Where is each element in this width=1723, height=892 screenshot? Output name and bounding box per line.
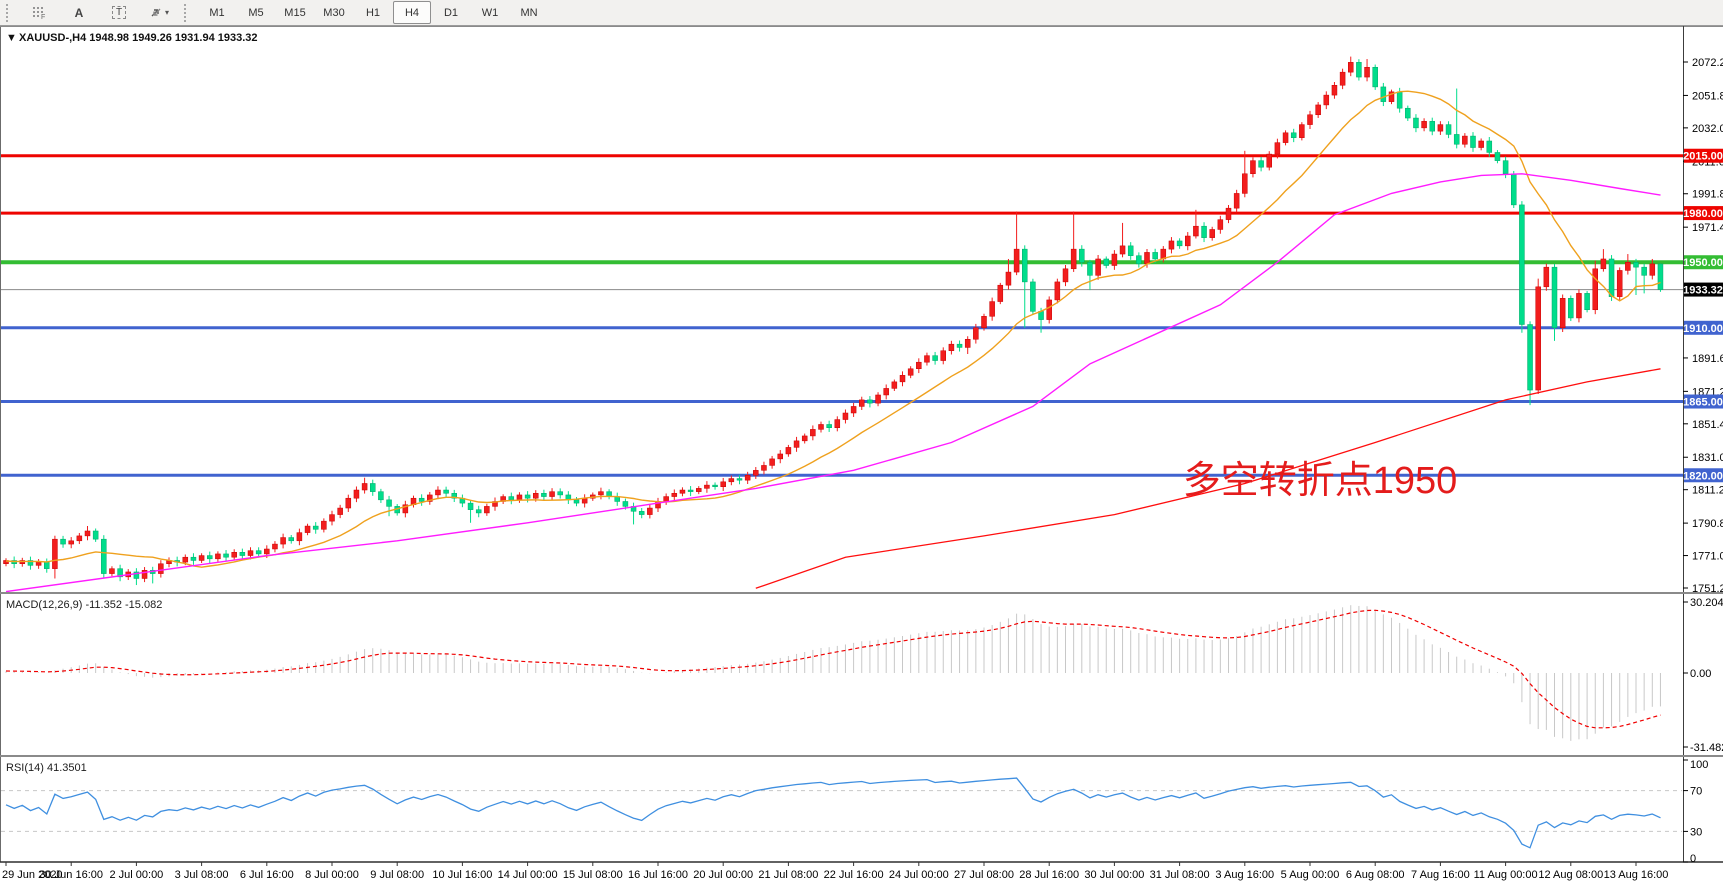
chevron-down-icon: ▾ [164,8,169,17]
timeframe-button-M1[interactable]: M1 [209,6,225,19]
date-label: 14 Jul 00:00 [498,869,558,881]
price-tick: 1971.40 [1692,222,1723,234]
grid-dots-glyph: F [33,6,45,20]
date-label: 12 Aug 08:00 [1538,869,1603,881]
date-label: 22 Jul 16:00 [824,869,884,881]
chart-title: XAUUSD-,H4 1948.98 1949.26 1931.94 1933.… [19,32,258,44]
timeframe-button-M15[interactable]: M15 [284,6,306,19]
arrows-icon[interactable]: ▾ [140,1,178,24]
level-label: 1910.00 [1683,323,1723,335]
level-label-bg [1684,468,1723,483]
date-label: 13 Aug 16:00 [1604,869,1669,881]
symbol-dropdown-icon[interactable]: ▼ [6,32,17,44]
date-label: 6 Jul 16:00 [240,869,294,881]
candles-layer[interactable] [3,56,1664,592]
price-tick: 1771.00 [1692,551,1723,563]
level-label-bg [1684,255,1723,270]
timeframe-button-M5[interactable]: M5 [248,6,264,19]
text-a-icon[interactable]: A [74,5,84,20]
current-price-label: 1933.32 [1683,285,1723,297]
grid-dots-icon[interactable]: F [20,1,58,24]
macd-tick: 0.00 [1690,668,1711,680]
date-label: 31 Jul 08:00 [1150,869,1210,881]
toolbar-grip[interactable] [6,3,14,22]
date-label: 27 Jul 08:00 [954,869,1014,881]
plot-layers: 2072.202051.802032.002011.601991.801971.… [0,26,1723,881]
text-box-icon[interactable]: T [100,1,138,24]
svg-text:F: F [41,14,45,20]
date-label: 24 Jul 00:00 [889,869,949,881]
date-label: 3 Aug 16:00 [1215,869,1274,881]
price-tick: 2051.80 [1692,90,1723,102]
date-label: 28 Jul 16:00 [1019,869,1079,881]
timeframe-button-M30[interactable]: M30 [323,6,345,19]
date-label: 30 Jun 16:00 [39,869,103,881]
toolbar-grip-2[interactable] [184,3,192,22]
date-label: 11 Aug 00:00 [1474,869,1538,881]
top-toolbar: F A T ▾ M1 M5 M15 M30 H1 H4 D1 W1 MN [0,0,1723,26]
timeframe-button-MN[interactable]: MN [520,6,538,19]
timeframe-button-W1[interactable]: W1 [481,6,499,19]
price-tick: 2072.20 [1692,57,1723,69]
current-price-label-bg [1684,282,1723,297]
date-label: 9 Jul 08:00 [370,869,424,881]
date-label: 3 Jul 08:00 [175,869,229,881]
date-label: 15 Jul 08:00 [563,869,623,881]
price-tick: 1751.20 [1692,583,1723,595]
date-label: 7 Aug 16:00 [1411,869,1470,881]
date-label: 2 Jul 00:00 [109,869,163,881]
level-label-bg [1684,206,1723,221]
date-label: 5 Aug 00:00 [1281,869,1340,881]
macd-tick: 30.204 [1690,597,1723,609]
rsi-tick: 0 [1690,853,1696,865]
level-label: 2015.00 [1683,151,1723,163]
date-label: 30 Jul 00:00 [1084,869,1144,881]
date-label: 8 Jul 00:00 [305,869,359,881]
price-tick: 1891.60 [1692,353,1723,365]
rsi-tick: 70 [1690,786,1702,798]
price-tick: 1851.40 [1692,419,1723,431]
level-label: 1865.00 [1683,397,1723,409]
date-label: 20 Jul 00:00 [693,869,753,881]
price-tick: 1991.80 [1692,189,1723,201]
chart-background [0,26,1723,892]
level-label: 1950.00 [1683,257,1723,269]
date-label: 29 Jun 2020 [2,869,63,881]
level-label: 1980.00 [1683,208,1723,220]
timeframe-button-D1[interactable]: D1 [443,6,459,19]
date-label: 10 Jul 16:00 [432,869,492,881]
annotation-text: 多空转折点1950 [1183,460,1458,502]
rsi-tick: 100 [1690,759,1708,771]
timeframe-button-H1[interactable]: H1 [365,6,381,19]
timeframe-group: M1 M5 M15 M30 H1 H4 D1 W1 MN [198,1,548,24]
macd-tick: -31.482 [1690,742,1723,754]
price-tick: 2032.00 [1692,123,1723,135]
price-tick: 1790.80 [1692,518,1723,530]
date-label: 21 Jul 08:00 [758,869,818,881]
rsi-tick: 30 [1690,826,1702,838]
level-label-bg [1684,148,1723,163]
rsi-label: RSI(14) 41.3501 [6,762,87,774]
timeframe-button-H4[interactable]: H4 [393,1,431,24]
macd-layer [5,605,1661,741]
level-label-bg [1684,320,1723,335]
macd-label: MACD(12,26,9) -11.352 -15.082 [6,599,162,611]
price-tick: 1831.00 [1692,452,1723,464]
rsi-layer [1,777,1682,849]
level-label-bg [1684,394,1723,409]
date-label: 16 Jul 16:00 [628,869,688,881]
price-tick: 1811.20 [1692,485,1723,497]
date-label: 6 Aug 08:00 [1346,869,1405,881]
level-label: 1820.00 [1683,470,1723,482]
arrows-glyph [151,8,161,17]
